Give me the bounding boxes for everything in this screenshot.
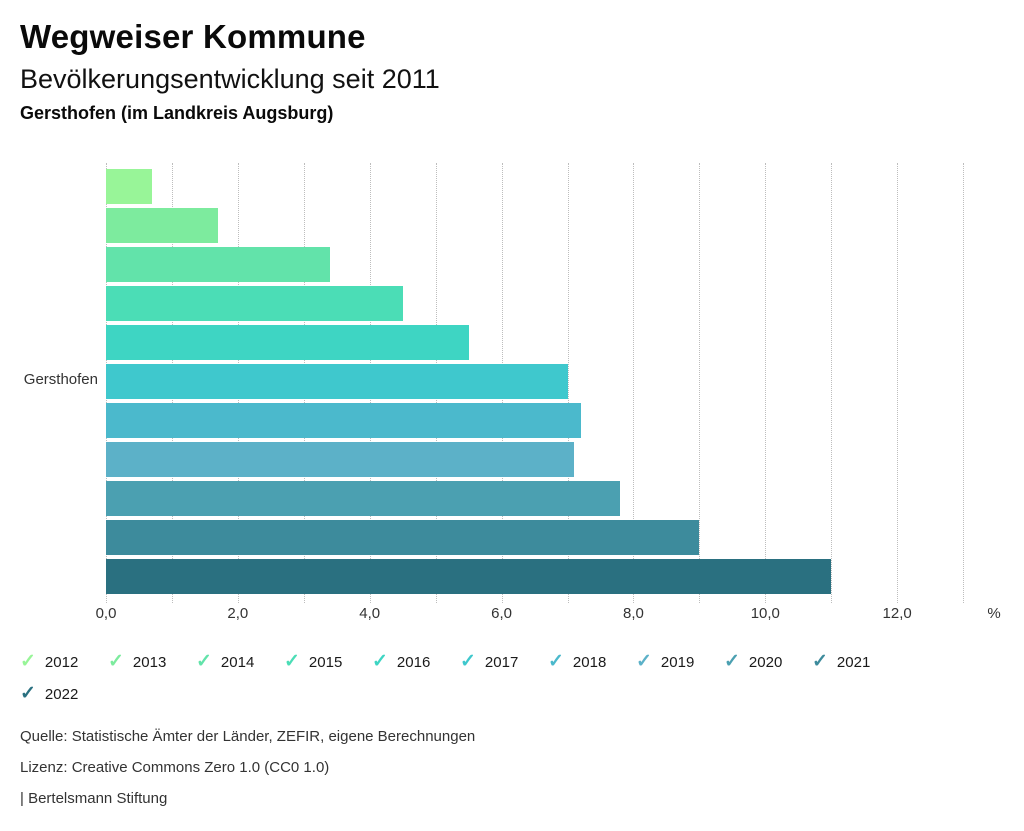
legend-item-label: 2013 — [132, 653, 167, 671]
axis-tick-label: 10,0 — [750, 605, 780, 622]
check-icon: ✓ — [20, 683, 36, 704]
footer-source: Quelle: Statistische Ämter der Länder, Z… — [20, 728, 476, 745]
legend-item-label: 2020 — [748, 653, 783, 671]
category-label: Gersthofen — [23, 371, 98, 388]
check-icon: ✓ — [20, 651, 36, 672]
check-icon: ✓ — [636, 651, 652, 672]
bar-2018[interactable] — [106, 403, 581, 438]
footer-attribution: | Bertelsmann Stiftung — [20, 790, 168, 807]
check-icon: ✓ — [372, 651, 388, 672]
legend-item-2020[interactable]: ✓ 2020 — [724, 652, 782, 672]
legend-item-2021[interactable]: ✓ 2021 — [812, 652, 870, 672]
legend-item-2012[interactable]: ✓ 2012 — [20, 652, 78, 672]
x-axis: % 0,0 2,0 4,0 6,0 8,0 10,0 12,0 — [0, 603, 1024, 625]
bar-2022[interactable] — [106, 559, 832, 594]
legend-item-label: 2015 — [308, 653, 343, 671]
legend-item-2019[interactable]: ✓ 2019 — [636, 652, 694, 672]
axis-tick-label: 6,0 — [491, 605, 512, 622]
axis-tick-label: 12,0 — [882, 605, 912, 622]
gridline — [897, 163, 899, 603]
chart-subtitle: Bevölkerungsentwicklung seit 2011 — [20, 64, 440, 94]
legend: ✓ 2012 ✓ 2013 ✓ 2014 ✓ 2015 ✓ 2016 ✓ 2017 ✓ 2018 ✓ 2019… — [0, 652, 1024, 712]
bar-2020[interactable] — [106, 481, 621, 516]
legend-item-2014[interactable]: ✓ 2014 — [196, 652, 254, 672]
gridline — [567, 163, 569, 603]
axis-tick-label: 8,0 — [623, 605, 644, 622]
bar-2019[interactable] — [106, 442, 575, 477]
gridline — [831, 163, 833, 603]
axis-unit-label: % — [987, 605, 1001, 622]
bar-2016[interactable] — [106, 325, 469, 360]
gridline — [963, 163, 965, 603]
region-label: Gersthofen (im Landkreis Augsburg) — [20, 103, 334, 123]
bar-2015[interactable] — [106, 286, 403, 321]
bar-2013[interactable] — [106, 208, 219, 243]
legend-item-2015[interactable]: ✓ 2015 — [284, 652, 342, 672]
legend-item-label: 2022 — [44, 685, 79, 703]
bar-2021[interactable] — [106, 520, 700, 555]
legend-item-label: 2018 — [572, 653, 607, 671]
gridline — [633, 163, 635, 603]
bar-2017[interactable] — [106, 364, 568, 399]
check-icon: ✓ — [284, 651, 300, 672]
legend-item-2016[interactable]: ✓ 2016 — [372, 652, 430, 672]
check-icon: ✓ — [460, 651, 476, 672]
axis-tick-label: 2,0 — [227, 605, 249, 622]
legend-item-label: 2019 — [660, 653, 695, 671]
check-icon: ✓ — [724, 651, 740, 672]
plot-area — [106, 163, 966, 603]
axis-tick-label: 0,0 — [95, 605, 117, 622]
legend-item-2013[interactable]: ✓ 2013 — [108, 652, 166, 672]
bar-2014[interactable] — [106, 247, 331, 282]
bar-2012[interactable] — [106, 169, 153, 204]
legend-item-label: 2016 — [396, 653, 431, 671]
legend-item-label: 2014 — [220, 653, 255, 671]
check-icon: ✓ — [812, 651, 828, 672]
legend-item-2018[interactable]: ✓ 2018 — [548, 652, 606, 672]
gridline — [699, 163, 701, 603]
axis-tick-label: 4,0 — [359, 605, 381, 622]
legend-item-label: 2012 — [44, 653, 79, 671]
legend-item-2022[interactable]: ✓ 2022 — [20, 684, 78, 704]
legend-item-2017[interactable]: ✓ 2017 — [460, 652, 518, 672]
legend-item-label: 2021 — [836, 653, 871, 671]
check-icon: ✓ — [548, 651, 564, 672]
gridline — [765, 163, 767, 603]
legend-item-label: 2017 — [484, 653, 519, 671]
footer-license: Lizenz: Creative Commons Zero 1.0 (CC0 1… — [20, 759, 330, 776]
check-icon: ✓ — [196, 651, 212, 672]
page-title: Wegweiser Kommune — [20, 18, 366, 55]
check-icon: ✓ — [108, 651, 124, 672]
